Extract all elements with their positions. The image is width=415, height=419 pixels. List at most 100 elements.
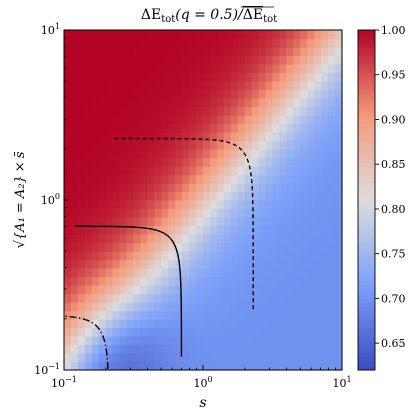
heatmap-cell [286, 183, 294, 193]
heatmap-cell [175, 183, 183, 193]
heatmap-cell [237, 242, 246, 252]
heatmap-cell [189, 234, 197, 244]
colorbar-segment [358, 183, 375, 188]
heatmap-cell [237, 89, 246, 99]
heatmap-cell [105, 251, 114, 261]
heatmap-cell [244, 242, 253, 252]
heatmap-cell [279, 276, 287, 286]
heatmap-cell [314, 123, 322, 133]
heatmap-cell [328, 251, 336, 261]
heatmap-cell [112, 123, 121, 133]
heatmap-cell [293, 47, 301, 57]
heatmap-cell [237, 268, 246, 278]
heatmap-cell [328, 174, 336, 184]
heatmap-cell [265, 123, 274, 133]
heatmap-cell [314, 327, 322, 337]
heatmap-cell [321, 319, 329, 329]
heatmap-cell [112, 268, 121, 278]
heatmap-cell [300, 47, 308, 57]
heatmap-cell [216, 89, 225, 99]
heatmap-cell [321, 276, 329, 286]
heatmap-cell [140, 115, 148, 125]
heatmap-cell [147, 98, 155, 108]
heatmap-cell [161, 106, 169, 116]
heatmap-cell [328, 132, 336, 142]
heatmap-cell [279, 259, 287, 269]
heatmap-cell [203, 98, 211, 108]
heatmap-cell [251, 47, 260, 57]
heatmap-cell [300, 72, 308, 82]
heatmap-cell [161, 353, 169, 363]
heatmap-cell [307, 72, 315, 82]
heatmap-cell [126, 276, 135, 286]
heatmap-cell [258, 344, 267, 354]
heatmap-cell [314, 242, 322, 252]
heatmap-cell [168, 276, 176, 286]
heatmap-cell [154, 191, 162, 201]
heatmap-cell [272, 123, 281, 133]
heatmap-cell [133, 89, 142, 99]
heatmap-cell [216, 208, 225, 218]
heatmap-cell [314, 251, 322, 261]
heatmap-cell [244, 234, 253, 244]
heatmap-cell [70, 98, 79, 108]
heatmap-cell [314, 353, 322, 363]
heatmap-cell [216, 191, 225, 201]
heatmap-cell [314, 81, 322, 91]
colorbar-segment [358, 319, 375, 324]
heatmap-cell [161, 140, 169, 150]
colorbar-segment [358, 59, 375, 65]
heatmap-cell [300, 268, 308, 278]
heatmap-cell [112, 81, 121, 91]
heatmap-cell [328, 200, 336, 210]
heatmap-cell [147, 361, 155, 371]
heatmap-cell [133, 30, 142, 40]
heatmap-cell [112, 157, 121, 167]
heatmap-cell [300, 115, 308, 125]
heatmap-cell [237, 64, 246, 74]
colorbar-segment [358, 204, 375, 209]
heatmap-cell [223, 276, 232, 286]
heatmap-cell [307, 55, 315, 65]
heatmap-cell [70, 208, 79, 218]
heatmap-cell [140, 81, 148, 91]
heatmap-cell [251, 276, 260, 286]
heatmap-cell [119, 251, 128, 261]
heatmap-cell [119, 302, 128, 312]
y-label-body: {A₁ = A₂} [13, 175, 28, 240]
heatmap-cell [293, 30, 301, 40]
heatmap-cell [105, 217, 114, 227]
heatmap-cell [189, 81, 197, 91]
heatmap-cell [237, 251, 246, 261]
heatmap-cell [119, 55, 128, 65]
heatmap-cell [84, 149, 93, 159]
heatmap-cell [293, 115, 301, 125]
heatmap-cell [258, 166, 267, 176]
heatmap-cell [168, 89, 176, 99]
heatmap-cell [133, 302, 142, 312]
colorbar-segment [358, 38, 375, 44]
heatmap-cell [119, 268, 128, 278]
heatmap-cell [230, 174, 239, 184]
heatmap-cell [335, 208, 343, 218]
heatmap-cell [98, 293, 107, 303]
heatmap-cell [91, 132, 100, 142]
heatmap-cell [77, 361, 86, 371]
heatmap-cell [189, 208, 197, 218]
colorbar-segment [358, 55, 375, 61]
heatmap-cell [77, 47, 86, 57]
heatmap-cell [230, 327, 239, 337]
heatmap-cell [112, 191, 121, 201]
heatmap-cell [209, 149, 218, 159]
heatmap-cell [154, 64, 162, 74]
colorbar-segment [358, 297, 375, 303]
heatmap-cell [258, 98, 267, 108]
heatmap-cell [126, 217, 135, 227]
heatmap-cell [272, 344, 281, 354]
heatmap-cell [196, 327, 204, 337]
heatmap-cell [223, 361, 232, 371]
heatmap-cell [133, 55, 142, 65]
heatmap-cell [84, 115, 93, 125]
heatmap-cell [223, 217, 232, 227]
heatmap-cell [161, 30, 169, 40]
